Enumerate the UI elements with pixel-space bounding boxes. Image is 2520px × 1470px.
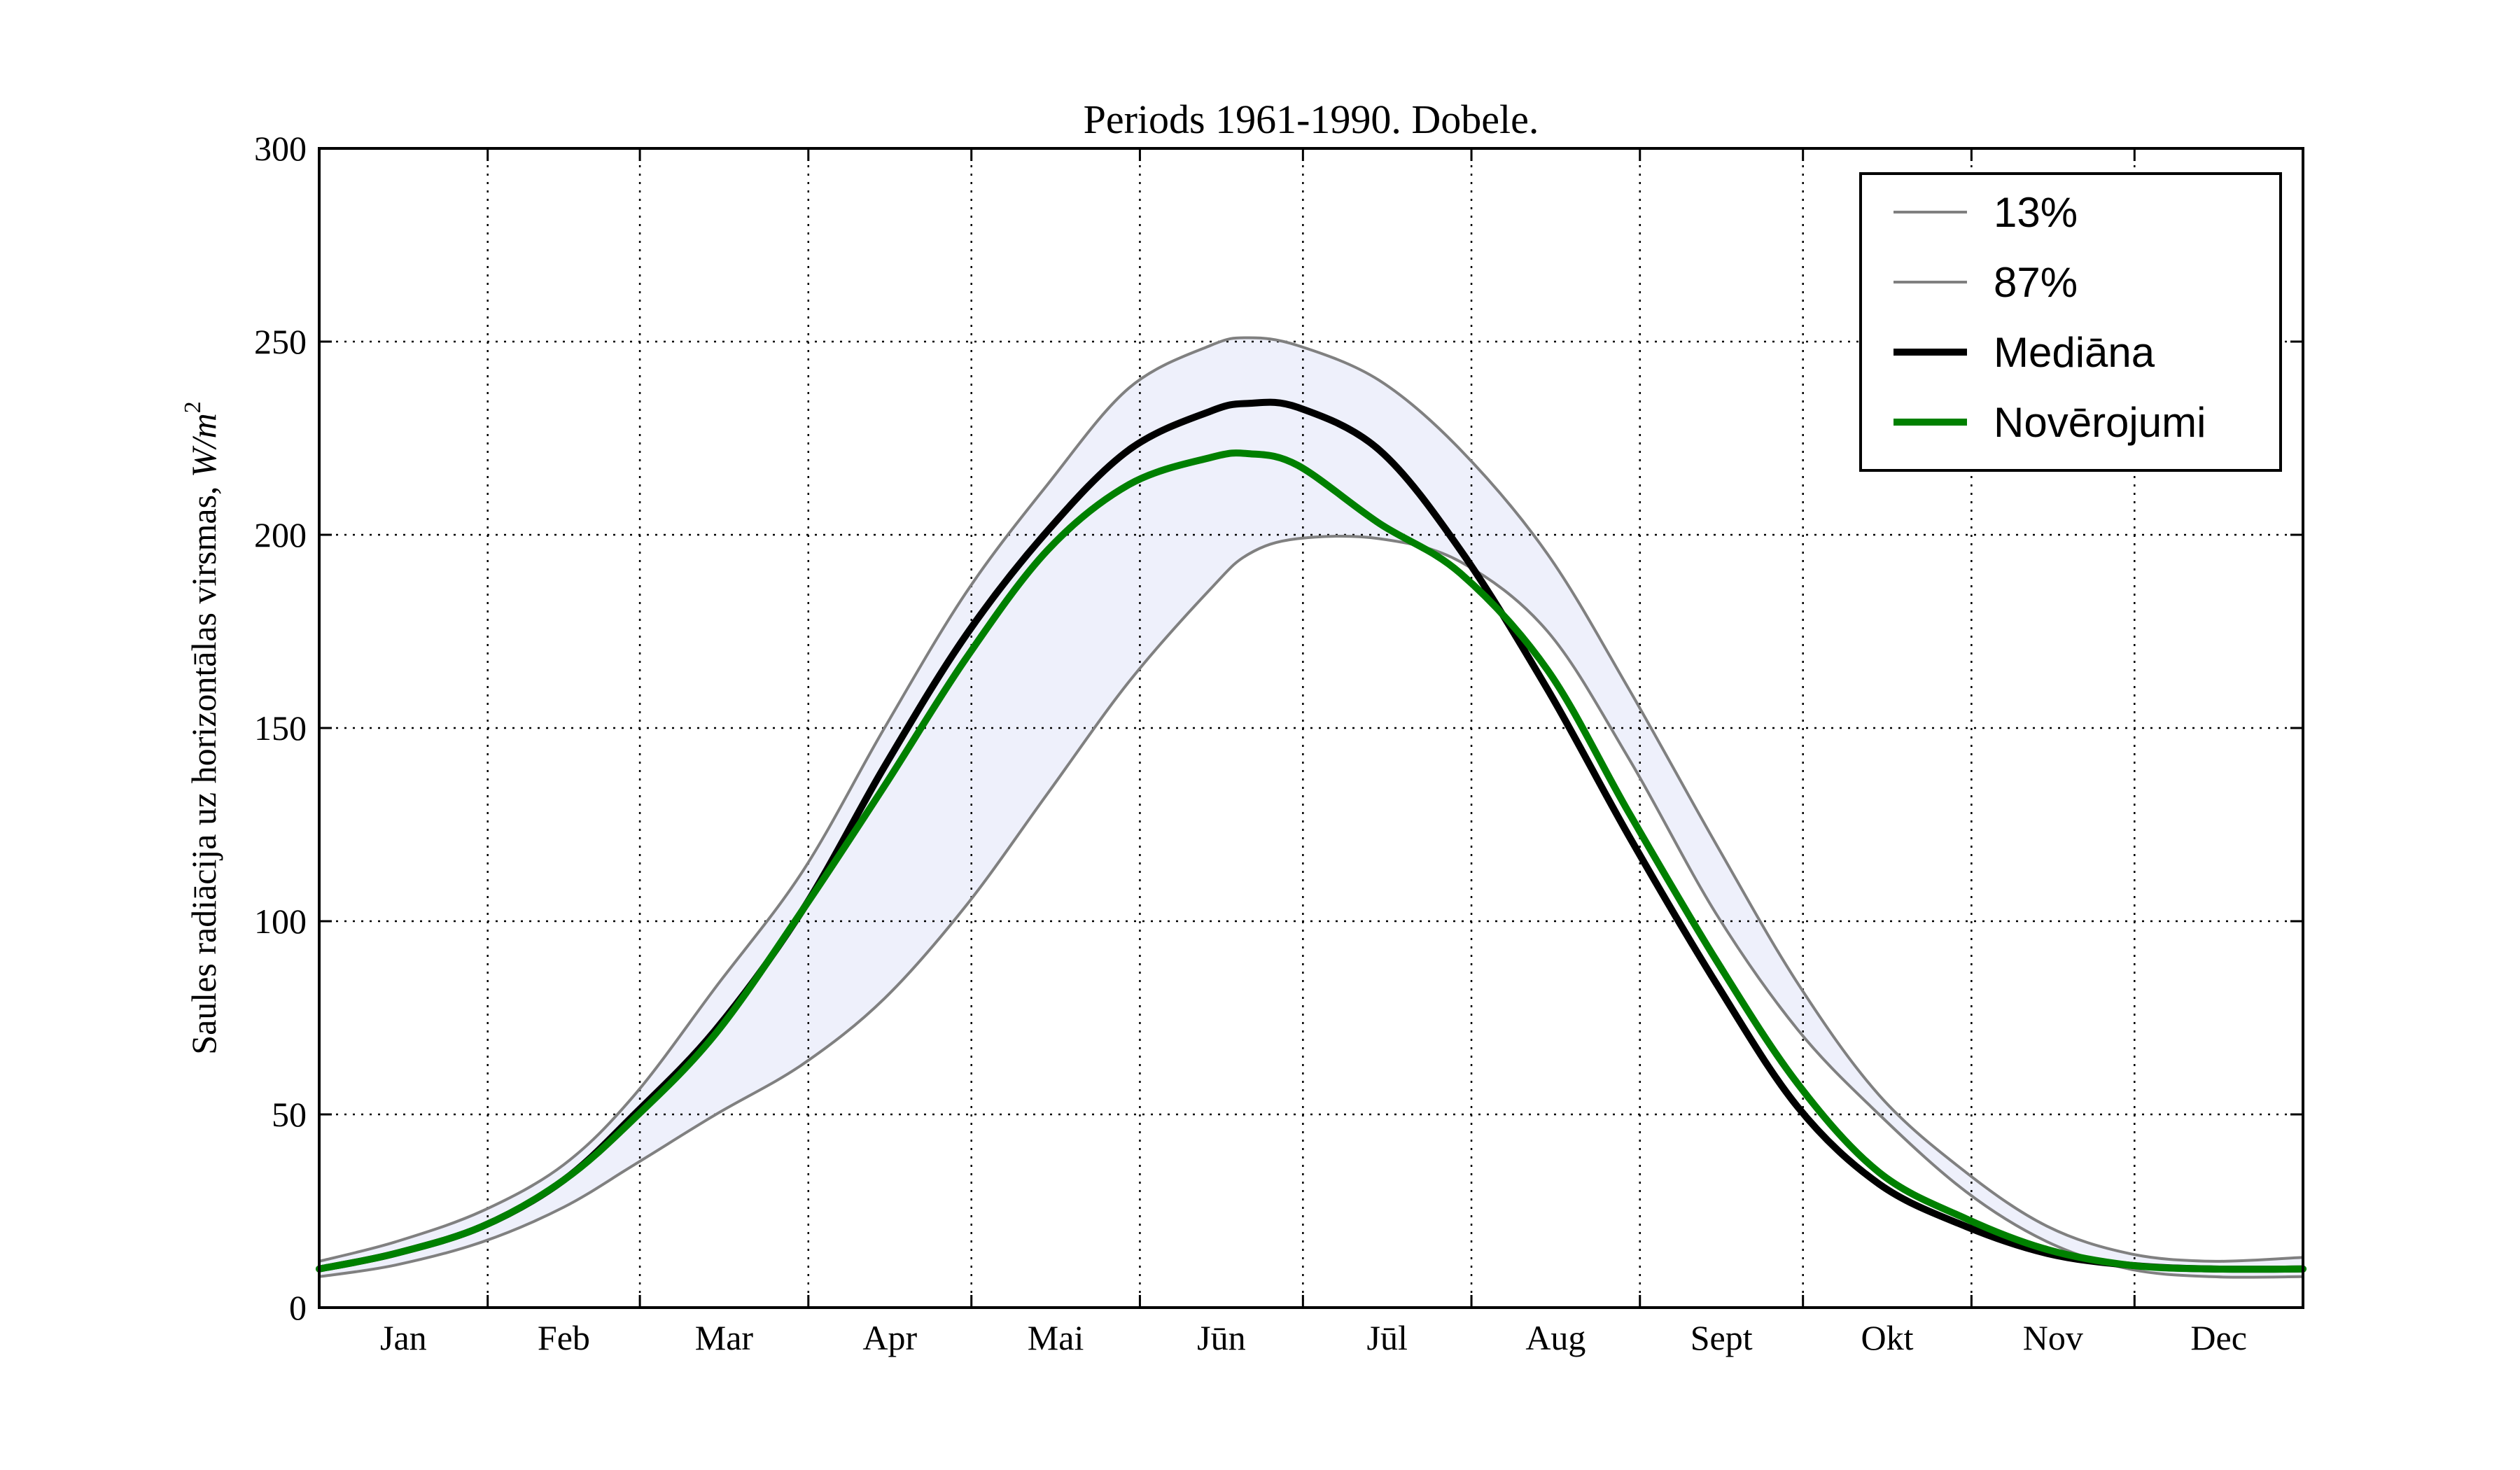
x-tick-label: Jūn <box>1197 1318 1245 1357</box>
x-tick-label: Mai <box>1028 1318 1084 1357</box>
x-tick-label: Jan <box>380 1318 427 1357</box>
legend-label-obs: Novērojumi <box>1994 399 2206 446</box>
y-axis-label: Saules radiācija uz horizontālas virsmas… <box>180 401 223 1054</box>
y-axis-label-units-superscript: 2 <box>180 401 206 413</box>
legend-label-p13: 13% <box>1994 189 2078 236</box>
y-tick-label: 0 <box>289 1288 307 1327</box>
x-tick-label: Aug <box>1525 1318 1586 1357</box>
axis-ticks: 0 50 100 150 200 250 300 Jan Feb Mar Apr Mai Jūn Jūl A… <box>254 129 2303 1357</box>
x-tick-label: Okt <box>1861 1318 1914 1357</box>
x-tick-label: Mar <box>695 1318 754 1357</box>
series-line-obs <box>316 449 2306 1273</box>
x-tick-label: Sept <box>1690 1318 1753 1357</box>
y-tick-label: 150 <box>254 708 307 748</box>
x-tick-label: Jūl <box>1367 1318 1408 1357</box>
y-tick-label: 50 <box>272 1095 307 1134</box>
legend: 13% 87% Mediāna Novērojumi <box>1859 172 2282 472</box>
series-line-p13 <box>318 535 2304 1279</box>
percentile-band <box>319 337 2303 1278</box>
chart-title: Periods 1961-1990. Dobele. <box>1084 97 1539 142</box>
percentile-band-layer <box>319 337 2303 1278</box>
series-layer <box>316 336 2306 1279</box>
y-tick-label: 200 <box>254 515 307 554</box>
series-line-p87 <box>318 336 2304 1263</box>
x-tick-label: Feb <box>538 1318 590 1357</box>
y-tick-label: 100 <box>254 902 307 941</box>
y-axis-label-units: W/m <box>184 413 223 477</box>
x-tick-label: Nov <box>2023 1318 2083 1357</box>
y-tick-label: 300 <box>254 129 307 168</box>
x-tick-label: Dec <box>2190 1318 2247 1357</box>
y-axis-label-text: Saules radiācija uz horizontālas virsmas… <box>184 477 223 1055</box>
legend-label-p87: 87% <box>1994 259 2078 306</box>
x-tick-label: Apr <box>862 1318 917 1357</box>
y-tick-label: 250 <box>254 322 307 361</box>
legend-label-median: Mediāna <box>1994 329 2155 376</box>
